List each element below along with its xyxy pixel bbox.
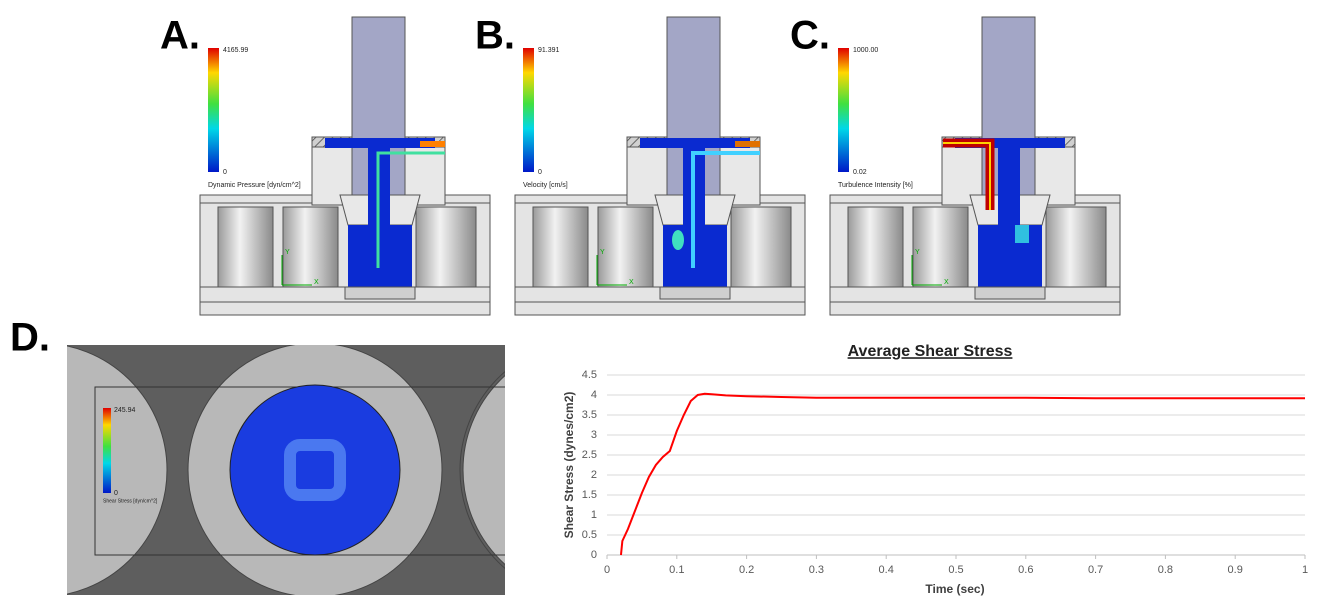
colorbar-max: 4165.99 [223,47,248,54]
x-tick-label: 0.9 [1228,564,1243,576]
colorbar [103,408,111,493]
y-tick-label: 4 [591,389,597,401]
colorbar-max: 1000.00 [853,47,878,54]
colorbar-min: 0 [538,169,542,176]
x-tick-label: 0.8 [1158,564,1173,576]
x-tick-label: 0.1 [669,564,684,576]
x-axis-title: Time (sec) [925,582,984,596]
y-tick-label: 3.5 [582,409,597,421]
axis-x-label: X [314,279,319,286]
y-axis-title: Shear Stress (dynes/cm2) [562,392,576,539]
colorbar [523,48,534,172]
colorbar-title: Shear Stress [dyn/cm^2] [103,498,158,504]
axis-y-label: Y [915,249,920,256]
y-tick-label: 1.5 [582,489,597,501]
x-tick-label: 0.2 [739,564,754,576]
colorbar-min: 0.02 [853,169,867,176]
colorbar-min: 0 [223,169,227,176]
line [619,392,1305,556]
axis-x-label: X [944,279,949,286]
chart-title: Average Shear Stress [848,343,1013,360]
axis-x-label: X [629,279,634,286]
y-tick-label: 2.5 [582,449,597,461]
axis-y-label: Y [600,249,605,256]
panel-label: B. [475,14,515,58]
x-tick-label: 0.3 [809,564,824,576]
colorbar [838,48,849,172]
colorbar-max: 245.94 [114,407,136,414]
panel-label: A. [160,14,200,58]
panel-label: C. [790,14,830,58]
x-tick-label: 1 [1302,564,1308,576]
colorbar-max: 91.391 [538,47,560,54]
x-tick-label: 0.4 [879,564,894,576]
y-tick-label: 0 [591,549,597,561]
x-tick-label: 0.5 [948,564,963,576]
y-tick-label: 1 [591,509,597,521]
y-tick-label: 0.5 [582,529,597,541]
y-tick-label: 2 [591,469,597,481]
colorbar-title: Velocity [cm/s] [523,182,568,189]
y-tick-label: 3 [591,429,597,441]
x-tick-label: 0.7 [1088,564,1103,576]
x-tick-label: 0.6 [1018,564,1033,576]
colorbar-title: Turbulence Intensity [%] [838,182,913,189]
colorbar-min: 0 [114,490,118,497]
x-tick-label: 0 [604,564,610,576]
colorbar-title: Dynamic Pressure [dyn/cm^2] [208,182,301,189]
panel-label: D. [10,316,50,360]
y-tick-label: 4.5 [582,369,597,381]
colorbar [208,48,219,172]
axis-y-label: Y [285,249,290,256]
